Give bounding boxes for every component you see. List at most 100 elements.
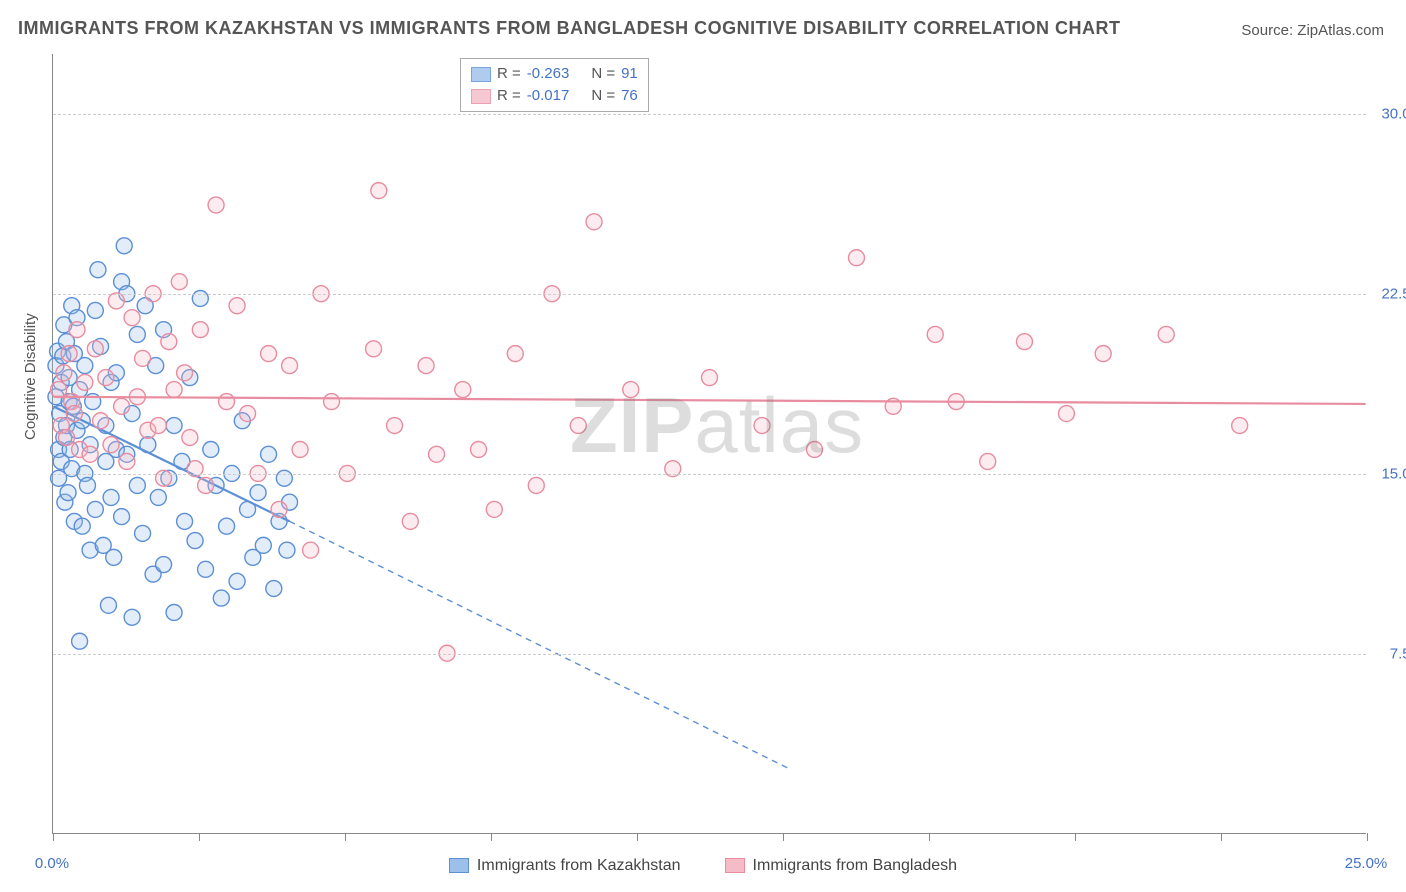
data-point [806,442,822,458]
data-point [150,489,166,505]
data-point [980,453,996,469]
x-tick [1367,833,1368,841]
data-point [182,430,198,446]
data-point [166,418,182,434]
data-point [135,525,151,541]
legend-statistics: R = -0.263 N = 91R = -0.017 N = 76 [460,58,649,112]
data-point [1158,326,1174,342]
legend-swatch [471,67,491,82]
x-tick [1075,833,1076,841]
data-point [51,382,67,398]
x-tick [637,833,638,841]
data-point [271,501,287,517]
source-attribution: Source: ZipAtlas.com [1241,22,1384,39]
data-point [324,394,340,410]
data-point [79,477,95,493]
data-point [87,341,103,357]
data-point [623,382,639,398]
data-point [135,350,151,366]
x-tick [783,833,784,841]
legend-series-item: Immigrants from Kazakhstan [449,857,681,875]
data-point [198,477,214,493]
x-tick [929,833,930,841]
legend-series-label: Immigrants from Bangladesh [753,857,958,875]
regression-line [53,397,1365,404]
data-point [156,470,172,486]
data-point [177,513,193,529]
r-value: -0.263 [527,63,570,85]
data-point [1095,346,1111,362]
gridline [53,654,1366,655]
data-point [1232,418,1248,434]
x-tick [199,833,200,841]
data-point [87,302,103,318]
data-point [124,609,140,625]
data-point [208,197,224,213]
data-point [103,437,119,453]
n-label: N = [591,63,615,85]
regression-line-dashed [290,521,789,768]
gridline [53,474,1366,475]
data-point [1016,334,1032,350]
data-point [66,406,82,422]
chart-title: IMMIGRANTS FROM KAZAKHSTAN VS IMMIGRANTS… [18,18,1120,39]
gridline [53,294,1366,295]
chart-svg [53,54,1366,833]
source-name: ZipAtlas.com [1297,22,1384,39]
data-point [266,581,282,597]
data-point [93,413,109,429]
data-point [100,597,116,613]
x-tick [1221,833,1222,841]
data-point [108,293,124,309]
data-point [261,446,277,462]
data-point [161,334,177,350]
data-point [282,358,298,374]
n-value: 76 [621,85,638,107]
data-point [177,365,193,381]
y-tick-label: 22.5% [1381,286,1406,303]
n-value: 91 [621,63,638,85]
legend-stat-row: R = -0.263 N = 91 [471,63,638,85]
data-point [72,633,88,649]
data-point [124,310,140,326]
data-point [82,446,98,462]
data-point [219,518,235,534]
data-point [418,358,434,374]
data-point [848,250,864,266]
data-point [60,485,76,501]
data-point [61,346,77,362]
data-point [702,370,718,386]
data-point [198,561,214,577]
n-label: N = [591,85,615,107]
data-point [303,542,319,558]
data-point [402,513,418,529]
data-point [98,370,114,386]
data-point [429,446,445,462]
legend-series: Immigrants from Kazakhstan Immigrants fro… [0,857,1406,879]
data-point [366,341,382,357]
data-point [213,590,229,606]
data-point [129,477,145,493]
data-point [229,573,245,589]
data-point [1058,406,1074,422]
data-point [192,322,208,338]
x-tick-label: 0.0% [35,855,69,872]
r-value: -0.017 [527,85,570,107]
data-point [528,477,544,493]
r-label: R = [497,63,521,85]
legend-swatch [449,858,469,873]
data-point [187,533,203,549]
legend-series-label: Immigrants from Kazakhstan [477,857,681,875]
data-point [471,442,487,458]
data-point [570,418,586,434]
data-point [114,509,130,525]
chart-plot-area: 7.5%15.0%22.5%30.0% [52,54,1366,834]
data-point [69,322,85,338]
data-point [927,326,943,342]
data-point [114,398,130,414]
data-point [56,365,72,381]
legend-swatch [471,89,491,104]
data-point [203,442,219,458]
data-point [279,542,295,558]
x-tick [345,833,346,841]
